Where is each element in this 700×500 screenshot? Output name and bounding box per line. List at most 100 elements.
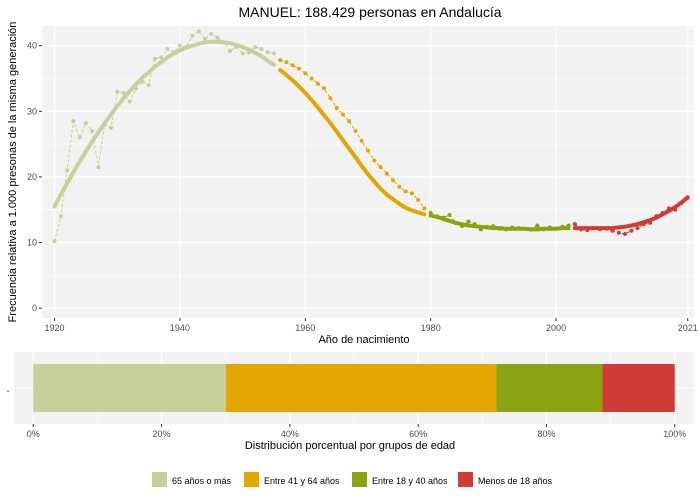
observed-point [309,76,314,81]
legend: 65 años o más Entre 41 y 64 años Entre 18 … [152,472,553,487]
line-chart: 1920 1940 1960 1980 2000 2021 0 10 20 30 40 Año d… [7,22,698,346]
observed-point [378,165,383,170]
y-axis-label: Frecuencia relativa a 1.000 presonas de … [7,22,19,323]
x-tick-label: 1960 [295,323,315,333]
observed-point [65,168,70,173]
legend-item: Menos de 18 años [458,472,553,487]
y-axis-ticks: 0 10 20 30 40 [27,41,42,313]
observed-point [177,43,182,48]
observed-point [347,119,352,124]
observed-point [253,44,258,49]
observed-point [397,184,402,189]
observed-point [629,228,634,233]
observed-point [315,81,320,86]
observed-point [58,214,63,219]
observed-point [271,51,276,56]
observed-point [572,222,577,227]
observed-point [127,99,132,104]
observed-point [108,125,113,130]
observed-point [165,46,170,51]
observed-point [334,106,339,111]
observed-point [359,138,364,143]
y-tick-label: 10 [27,238,37,248]
observed-point [90,128,95,133]
observed-point [115,89,120,94]
observed-point [284,60,289,65]
observed-point [240,51,245,56]
observed-point [422,206,427,211]
legend-swatch [244,472,259,487]
bar-y-tick-label: - [6,386,9,397]
legend-label: 65 años o más [172,476,232,486]
y-tick-label: 40 [27,41,37,51]
observed-point [96,165,101,170]
smoothed-series [52,39,690,232]
observed-point [77,135,82,140]
observed-point [159,55,164,60]
observed-point [215,35,220,40]
x-tick-label: 2000 [546,323,566,333]
observed-point [384,171,389,176]
bar-x-tick-label: 60% [409,429,427,439]
bar-segments [33,364,675,412]
legend-item: Entre 18 y 40 años [352,472,448,487]
observed-point [303,71,308,76]
observed-point [290,63,295,68]
x-tick-label: 1940 [170,323,190,333]
chart-title: MANUEL: 188.429 personas en Andalucía [238,4,501,20]
x-tick-label: 2021 [678,323,698,333]
bar-segment [225,364,497,412]
y-tick-label: 0 [32,303,37,313]
bar-x-tick-label: 20% [153,429,171,439]
bar-x-tick-label: 100% [663,429,686,439]
observed-point [391,178,396,183]
bar-segment [33,364,226,412]
observed-point [535,223,540,228]
legend-label: Entre 18 y 40 años [372,476,448,486]
observed-point [228,48,233,53]
smoothed-line-segment [428,213,571,232]
observed-point [328,96,333,101]
y-tick-label: 20 [27,172,37,182]
bar-x-tick-label: 40% [281,429,299,439]
observed-point [340,112,345,117]
observed-point [196,29,201,34]
legend-label: Entre 41 y 64 años [264,476,340,486]
observed-point [121,90,126,95]
observed-point [71,119,76,124]
observed-point [278,58,283,63]
legend-swatch [152,472,167,487]
observed-point [322,86,327,91]
bar-x-tick-label: 80% [537,429,555,439]
observed-point [616,230,621,235]
legend-swatch [352,472,367,487]
bar-x-tick-label: 0% [27,429,40,439]
observed-point [203,37,207,42]
observed-point [623,232,628,237]
y-tick-label: 30 [27,106,37,116]
line-chart-grid [42,26,694,318]
observed-point [190,33,195,38]
observed-point [416,197,421,202]
legend-item: 65 años o más [152,472,232,487]
observed-point [297,66,302,71]
legend-label: Menos de 18 años [478,476,553,486]
legend-item: Entre 41 y 64 años [244,472,340,487]
x-tick-label: 1920 [45,323,65,333]
observed-point [52,239,57,244]
bar-segment [496,364,603,412]
observed-point [152,56,157,61]
x-axis-ticks: 1920 1940 1960 1980 2000 2021 [45,318,698,333]
smoothed-line-segment [572,195,690,231]
observed-point [372,158,377,163]
observed-point [146,83,151,88]
observed-point [366,148,370,153]
bar-x-axis-ticks: 0% 20% 40% 60% 80% 100% [27,424,686,439]
observed-point [265,50,270,55]
x-tick-label: 1980 [421,323,441,333]
bar-x-axis-label: Distribución porcentual por grupos de ed… [245,440,455,452]
observed-point [447,212,452,217]
observed-point [635,226,640,231]
observed-point [403,189,408,194]
